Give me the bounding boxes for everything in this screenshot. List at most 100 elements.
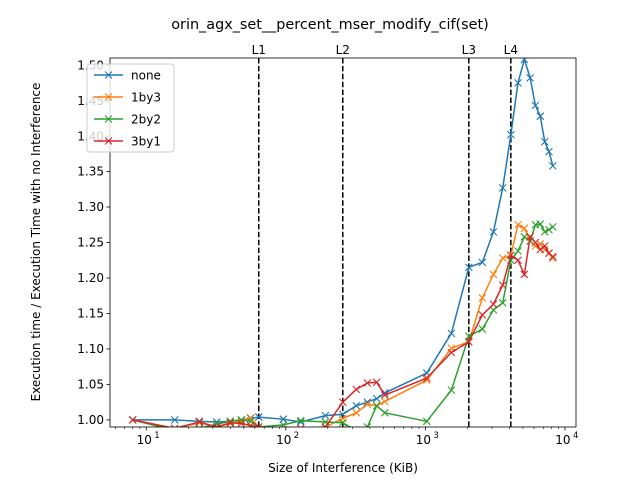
y-tick-label: 1.15 <box>77 307 104 321</box>
data-point-none <box>447 329 456 338</box>
data-point-3by1 <box>212 423 221 427</box>
data-point-3by1 <box>237 419 246 427</box>
data-point-3by1 <box>506 251 515 260</box>
data-point-2by2 <box>520 232 529 241</box>
chart-title: orin_agx_set__percent_mser_modify_cif(se… <box>171 17 489 33</box>
data-point-2by2 <box>380 408 389 417</box>
data-point-3by1 <box>489 300 498 309</box>
data-point-2by2 <box>498 298 507 307</box>
data-point-none <box>536 112 545 121</box>
data-point-3by1 <box>514 256 522 265</box>
x-tick-exponent: 3 <box>433 431 438 441</box>
legend-marker-3by1 <box>104 137 113 145</box>
data-point-1by3 <box>478 293 487 302</box>
data-point-3by1 <box>536 245 545 254</box>
legend-marker-2by2 <box>104 115 113 123</box>
data-point-2by2 <box>489 306 498 314</box>
data-point-1by3 <box>422 376 431 385</box>
data-point-3by1 <box>254 423 263 427</box>
x-tick-label: 10 <box>137 433 152 447</box>
data-point-none <box>478 258 487 267</box>
data-point-3by1 <box>447 348 456 357</box>
data-point-none <box>372 394 381 403</box>
legend-label-none: none <box>131 69 161 83</box>
data-point-3by1 <box>352 385 361 394</box>
data-point-1by3 <box>489 270 498 279</box>
legend-label-3by1: 3by1 <box>131 135 161 149</box>
data-point-2by2 <box>545 225 553 234</box>
x-tick-exponent: 2 <box>294 431 299 441</box>
data-point-1by3 <box>363 400 372 409</box>
vline-label-l3: L3 <box>462 43 476 57</box>
x-tick-label: 10 <box>276 433 291 447</box>
data-point-none <box>548 161 557 170</box>
data-point-3by1 <box>498 281 507 289</box>
x-tick-exponent: 1 <box>154 431 159 441</box>
data-point-3by1 <box>422 374 431 382</box>
data-point-none <box>506 130 515 139</box>
vline-label-l2: L2 <box>336 43 350 57</box>
data-point-3by1 <box>478 310 487 319</box>
data-point-3by1 <box>464 337 473 346</box>
data-point-3by1 <box>170 424 179 427</box>
data-point-1by3 <box>520 224 529 233</box>
y-tick-label: 1.25 <box>77 236 104 250</box>
data-point-1by3 <box>246 413 255 422</box>
data-point-2by2 <box>447 386 456 394</box>
data-point-none <box>321 411 330 420</box>
data-point-none <box>489 227 498 236</box>
data-point-3by1 <box>520 270 529 279</box>
cache-level-lines: L1 L2 L3 L4 <box>252 43 518 427</box>
data-point-none <box>352 401 361 410</box>
data-point-3by1 <box>548 252 557 261</box>
y-axis-title: Execution time / Execution Time with no … <box>29 83 43 402</box>
data-point-3by1 <box>372 378 381 387</box>
data-point-3by1 <box>380 391 389 399</box>
data-point-none <box>170 416 179 424</box>
data-point-2by2 <box>478 325 487 333</box>
data-point-2by2 <box>540 227 549 236</box>
data-point-2by2 <box>237 416 246 424</box>
data-point-2by2 <box>195 424 204 427</box>
data-point-3by1 <box>246 421 255 427</box>
data-point-3by1 <box>195 418 204 426</box>
vline-label-l4: L4 <box>504 43 518 57</box>
data-point-none <box>254 413 263 421</box>
legend-marker-none <box>104 71 113 79</box>
y-tick-label: 1.30 <box>77 200 104 214</box>
x-axis-title: Size of Interference (KiB) <box>268 461 418 475</box>
y-tick-label: 1.20 <box>77 271 104 285</box>
legend-label-2by2: 2by2 <box>131 113 161 127</box>
data-point-none <box>531 101 540 110</box>
data-point-3by1 <box>363 379 372 387</box>
series-layer <box>128 58 557 427</box>
data-point-none <box>520 58 529 64</box>
data-point-1by3 <box>514 220 522 229</box>
legend-label-1by3: 1by3 <box>131 91 161 105</box>
legend: none 1by3 2by2 3by1 <box>86 63 175 153</box>
legend-box <box>86 63 175 153</box>
data-point-none <box>526 73 535 82</box>
data-point-2by2 <box>372 401 381 410</box>
data-point-none <box>514 78 522 87</box>
y-tick-label: 1.00 <box>77 413 104 427</box>
data-point-2by2 <box>514 247 522 255</box>
data-point-none <box>296 418 305 426</box>
data-point-2by2 <box>363 423 372 427</box>
data-point-none <box>545 147 553 156</box>
data-point-2by2 <box>536 220 545 228</box>
data-point-2by2 <box>548 222 557 231</box>
data-point-3by1 <box>338 398 347 407</box>
data-point-3by1 <box>128 416 137 424</box>
x-tick-exponent: 4 <box>573 431 578 441</box>
data-point-1by3 <box>380 397 389 406</box>
y-tick-label: 1.05 <box>77 378 104 392</box>
data-point-1by3 <box>548 254 557 263</box>
data-point-3by1 <box>540 242 549 250</box>
data-point-2by2 <box>296 416 305 425</box>
data-point-1by3 <box>352 408 361 417</box>
x-tick-label: 10 <box>416 433 431 447</box>
data-point-3by1 <box>226 418 235 427</box>
data-point-1by3 <box>498 254 507 263</box>
